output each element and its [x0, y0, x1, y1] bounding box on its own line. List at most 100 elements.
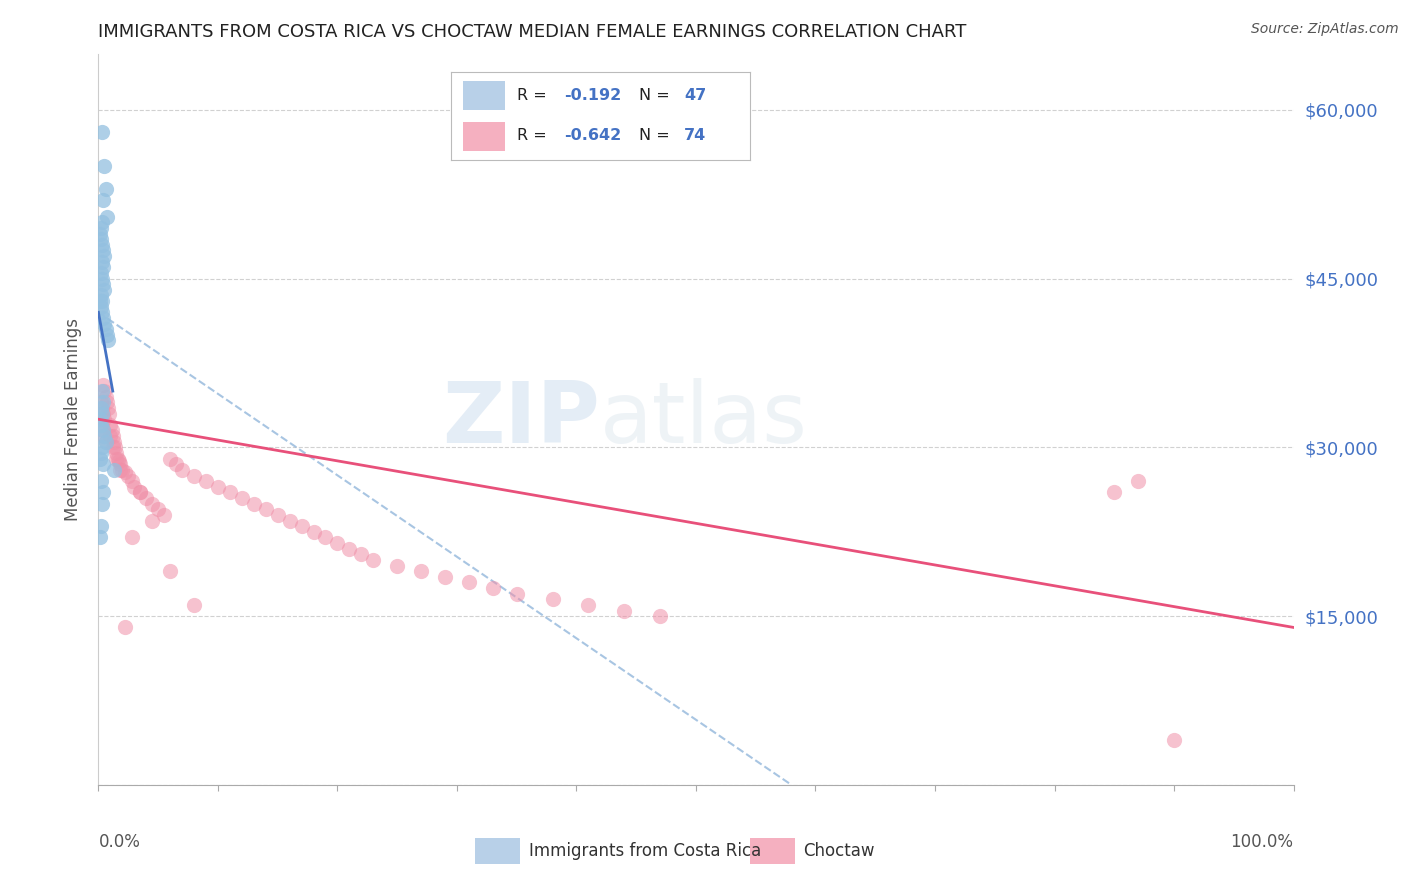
Text: atlas: atlas [600, 377, 808, 461]
Point [91, 407, 114, 421]
Point [103, 434, 125, 449]
Point [91, 193, 114, 207]
Point [411, 564, 433, 578]
Point [90, 395, 112, 409]
Point [90, 300, 112, 314]
Point [1163, 733, 1185, 747]
Text: 0.0%: 0.0% [98, 832, 141, 850]
Point [91, 305, 114, 319]
Point [97, 401, 120, 415]
Point [291, 519, 314, 533]
Point [93, 429, 115, 443]
Point [506, 587, 529, 601]
Point [90, 519, 112, 533]
Point [129, 485, 152, 500]
Point [1128, 474, 1150, 488]
Point [1104, 485, 1126, 500]
Text: Immigrants from Costa Rica: Immigrants from Costa Rica [529, 842, 761, 860]
Point [124, 480, 146, 494]
Point [91, 485, 114, 500]
Point [98, 417, 122, 432]
Point [243, 497, 266, 511]
Point [90, 401, 112, 415]
Point [613, 603, 636, 617]
Point [91, 277, 114, 292]
Point [207, 480, 229, 494]
Point [90, 474, 112, 488]
Point [315, 530, 337, 544]
Point [434, 570, 457, 584]
Point [159, 564, 181, 578]
Point [141, 497, 163, 511]
Point [254, 502, 277, 516]
Point [363, 553, 385, 567]
Point [141, 514, 163, 528]
Point [91, 424, 114, 438]
Point [135, 491, 157, 505]
Point [111, 463, 134, 477]
Point [100, 424, 122, 438]
Point [91, 271, 114, 285]
Point [458, 575, 481, 590]
Point [121, 530, 143, 544]
Point [183, 598, 205, 612]
Text: Choctaw: Choctaw [804, 842, 875, 860]
Point [90, 288, 112, 302]
Point [98, 407, 121, 421]
Point [97, 334, 120, 348]
Point [93, 317, 115, 331]
Point [267, 508, 290, 522]
Point [385, 558, 409, 573]
Point [578, 598, 600, 612]
Point [98, 429, 122, 443]
Point [96, 327, 118, 342]
Point [91, 457, 114, 471]
Point [96, 395, 118, 409]
Point [108, 463, 131, 477]
Point [89, 227, 111, 241]
Point [90, 417, 112, 432]
Point [129, 485, 152, 500]
Point [91, 125, 114, 139]
Point [91, 254, 114, 268]
Point [481, 581, 505, 595]
Point [117, 468, 139, 483]
Point [93, 429, 115, 443]
Point [541, 592, 564, 607]
Point [93, 384, 115, 398]
Point [90, 232, 112, 246]
Point [108, 457, 131, 471]
Point [91, 395, 114, 409]
Point [91, 407, 114, 421]
Point [91, 424, 114, 438]
Point [172, 463, 194, 477]
Point [302, 524, 325, 539]
Point [90, 446, 112, 460]
Point [183, 468, 205, 483]
Point [91, 417, 114, 432]
Point [89, 451, 111, 466]
Point [103, 463, 125, 477]
Point [94, 181, 117, 195]
Point [91, 244, 114, 258]
Point [350, 547, 373, 561]
Point [93, 283, 115, 297]
Text: Source: ZipAtlas.com: Source: ZipAtlas.com [1251, 22, 1399, 37]
Point [105, 446, 128, 460]
FancyBboxPatch shape [749, 838, 796, 864]
Text: IMMIGRANTS FROM COSTA RICA VS CHOCTAW MEDIAN FEMALE EARNINGS CORRELATION CHART: IMMIGRANTS FROM COSTA RICA VS CHOCTAW ME… [98, 23, 967, 41]
Point [114, 620, 136, 634]
Point [91, 237, 114, 252]
Point [93, 159, 115, 173]
Point [91, 294, 114, 309]
Point [101, 441, 124, 455]
Point [107, 454, 129, 468]
Text: 100.0%: 100.0% [1230, 832, 1294, 850]
Point [91, 260, 114, 275]
Point [90, 221, 112, 235]
Point [94, 390, 117, 404]
Point [339, 541, 361, 556]
Point [91, 384, 114, 398]
Point [89, 294, 111, 309]
Point [148, 502, 170, 516]
